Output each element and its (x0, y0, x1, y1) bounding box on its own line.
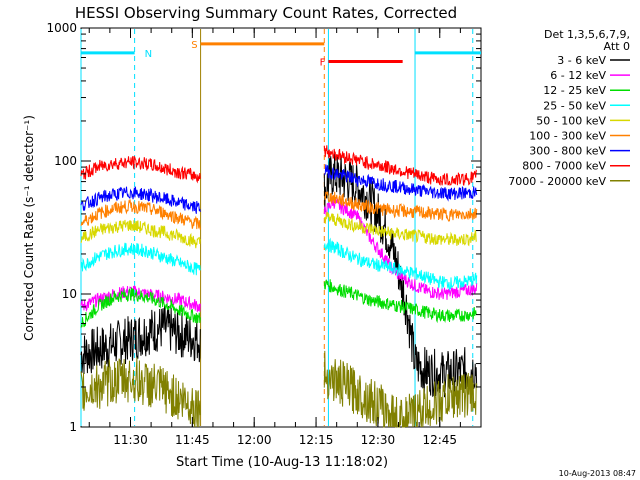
x-axis-label: Start Time (10-Aug-13 11:18:02) (176, 455, 388, 470)
footer-timestamp: 10-Aug-2013 08:47 (559, 469, 636, 478)
legend-label: 3 - 6 keV (557, 54, 606, 67)
chart-title: HESSI Observing Summary Count Rates, Cor… (75, 4, 457, 22)
annotation-s: S (191, 40, 325, 51)
series-12-25-kev (80, 279, 477, 328)
series-line-segment-0 (80, 199, 201, 230)
series-line-segment-0 (80, 186, 201, 214)
plot-area: N S F 1 10 100 1000 11:30 11:45 12:00 12:15 12:30… (46, 21, 482, 447)
annotation-label: F (320, 57, 326, 68)
legend-label: 800 - 7000 keV (522, 160, 606, 173)
y-axis: 1 10 100 1000 (46, 21, 481, 434)
series-line-segment-1 (323, 350, 478, 428)
x-tick-label: 11:45 (175, 433, 210, 447)
annotation-label: N (145, 49, 152, 60)
annotation-f: F (320, 57, 403, 68)
series-100-300-kev (80, 191, 478, 230)
series-line-segment-1 (323, 197, 478, 300)
series-line-segment-1 (323, 145, 478, 186)
series-line-segment-0 (80, 219, 201, 249)
x-tick-label: 12:15 (299, 433, 334, 447)
series-line-segment-1 (323, 152, 478, 398)
y-tick-label: 10 (62, 287, 77, 301)
legend-label: 25 - 50 keV (543, 99, 606, 112)
data-gap-layer (200, 29, 325, 426)
legend-label: 100 - 300 keV (529, 130, 606, 143)
series-line-segment-0 (80, 357, 201, 428)
x-tick-label: 11:30 (113, 433, 148, 447)
series-line-segment-0 (80, 242, 201, 276)
data-gap-0 (200, 29, 325, 426)
series-line-segment-1 (323, 164, 478, 202)
series-line-segment-1 (323, 191, 478, 222)
series-line-segment-1 (323, 279, 477, 324)
y-axis-label: Corrected Count Rate (s⁻¹ detector⁻¹) (22, 115, 36, 341)
y-tick-label: 100 (54, 154, 77, 168)
annotation-label: S (191, 40, 197, 51)
series-layer (80, 145, 478, 428)
x-tick-label: 12:00 (237, 433, 272, 447)
legend-header-line: Att 0 (604, 40, 630, 53)
series-line-segment-0 (80, 155, 201, 184)
series-line-segment-0 (80, 305, 201, 375)
annotation-n: N (81, 49, 481, 60)
annotation-layer: N S F (81, 40, 481, 68)
legend-header-line: Det 1,3,5,6,7,9, (544, 28, 630, 41)
series-800-7000-kev (80, 145, 478, 186)
x-axis: 11:30 11:45 12:00 12:15 12:30 12:45 (88, 28, 482, 447)
series-3-6-kev (80, 152, 478, 398)
x-tick-label: 12:30 (361, 433, 396, 447)
y-tick-label: 1000 (46, 21, 77, 35)
legend-label: 12 - 25 keV (543, 84, 606, 97)
legend-label: 7000 - 20000 keV (508, 175, 606, 188)
series-7000-20000-kev (80, 350, 478, 428)
series-line-segment-1 (323, 237, 478, 291)
legend: Det 1,3,5,6,7,9,Att 03 - 6 keV 6 - 12 keV… (508, 28, 630, 188)
series-25-50-kev (80, 237, 478, 291)
series-300-800-kev (80, 164, 478, 214)
y-tick-label: 1 (69, 420, 77, 434)
legend-label: 50 - 100 keV (536, 114, 606, 127)
legend-label: 300 - 800 keV (529, 145, 606, 158)
series-50-100-kev (80, 211, 478, 249)
series-line-segment-0 (80, 287, 201, 328)
x-tick-label: 12:45 (422, 433, 457, 447)
legend-label: 6 - 12 keV (550, 69, 606, 82)
series-line-segment-1 (323, 211, 478, 247)
